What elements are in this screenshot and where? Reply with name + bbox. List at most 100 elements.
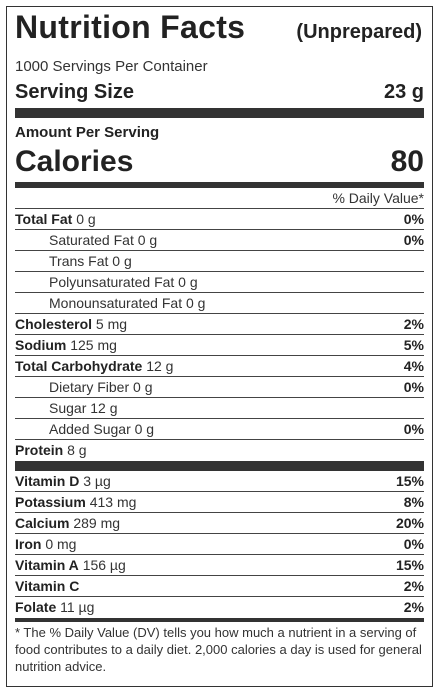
serving-size-row: Serving Size 23 g [15,78,424,106]
daily-value-percent: 15% [395,473,424,489]
nutrient-name: Vitamin C [15,576,79,596]
nutrient-row: Added Sugar 0 g 0% [15,419,424,440]
nutrient-amount: 12 g [146,358,174,374]
nutrient-name: Total Fat 0 g [15,209,96,229]
vitamin-row: Vitamin C 2% [15,576,424,597]
nutrient-amount: 0 mg [45,536,77,552]
vitamin-row: Calcium 289 mg 20% [15,513,424,534]
calories-row: Calories 80 [15,144,424,180]
nutrient-row: Monounsaturated Fat 0 g [15,293,424,314]
vitamin-row: Vitamin D 3 µg 15% [15,471,424,492]
calories-value: 80 [390,145,424,178]
label-title: Nutrition Facts [15,9,246,45]
nutrient-row: Saturated Fat 0 g 0% [15,230,424,251]
nutrient-row: Total Carbohydrate 12 g 4% [15,356,424,377]
nutrient-label: Vitamin C [15,578,80,594]
nutrient-name: Sodium 125 mg [15,335,117,355]
nutrient-label: Sodium [15,337,67,353]
daily-value-header: % Daily Value* [15,188,424,209]
nutrient-label: Total Carbohydrate [15,358,143,374]
nutrient-name: Dietary Fiber 0 g [15,377,152,397]
nutrient-name: Iron 0 mg [15,534,76,554]
daily-value-percent: 15% [395,557,424,573]
nutrient-row: Dietary Fiber 0 g 0% [15,377,424,398]
nutrient-label: Saturated Fat 0 g [49,232,158,248]
nutrient-amount: 156 µg [82,557,126,573]
daily-value-percent: 8% [403,494,424,510]
footnote: * The % Daily Value (DV) tells you how m… [15,618,424,675]
daily-value-percent: 2% [403,316,424,332]
daily-value-percent: 0% [403,536,424,552]
daily-value-percent: 5% [403,337,424,353]
nutrient-label: Polyunsaturated Fat 0 g [49,274,198,290]
nutrient-row: Polyunsaturated Fat 0 g [15,272,424,293]
daily-value-percent: 0% [403,379,424,395]
daily-value-percent: 2% [403,599,424,615]
calories-label: Calories [15,145,134,178]
nutrient-row: Sugar 12 g [15,398,424,419]
nutrient-name: Total Carbohydrate 12 g [15,356,173,376]
thick-divider [15,108,424,118]
nutrient-name: Trans Fat 0 g [15,251,132,271]
nutrient-name: Added Sugar 0 g [15,419,154,439]
nutrient-amount: 11 µg [60,599,95,615]
vitamin-row: Iron 0 mg 0% [15,534,424,555]
daily-value-percent: 2% [403,578,424,594]
nutrient-label: Vitamin D [15,473,80,489]
servings-per-container: 1000 Servings Per Container [15,58,208,75]
nutrient-label: Vitamin A [15,557,79,573]
nutrient-amount: 8 g [67,442,87,458]
nutrient-name: Potassium 413 mg [15,492,136,512]
daily-value-percent: 0% [403,421,424,437]
nutrient-amount: 413 mg [89,494,137,510]
nutrient-label: Dietary Fiber 0 g [49,379,153,395]
daily-value-percent: 4% [403,358,424,374]
nutrient-row: Trans Fat 0 g [15,251,424,272]
nutrient-list: Total Fat 0 g 0% Saturated Fat 0 g 0% Trans … [15,209,424,461]
nutrient-row: Sodium 125 mg 5% [15,335,424,356]
label-subtitle: (Unprepared) [296,21,422,43]
amount-per-serving: Amount Per Serving [15,124,160,141]
nutrient-label: Potassium [15,494,86,510]
nutrient-amount: 289 mg [73,515,121,531]
nutrient-name: Cholesterol 5 mg [15,314,127,334]
medium-divider [15,182,424,188]
nutrient-name: Polyunsaturated Fat 0 g [15,272,198,292]
nutrient-label: Sugar 12 g [49,400,118,416]
nutrient-label: Total Fat [15,211,73,227]
nutrition-facts-label: Nutrition Facts (Unprepared) 1000 Servin… [6,6,433,687]
title-row: Nutrition Facts (Unprepared) [15,7,424,53]
nutrient-row: Total Fat 0 g 0% [15,209,424,230]
nutrient-name: Vitamin A 156 µg [15,555,126,575]
nutrient-amount: 0 g [76,211,96,227]
nutrient-label: Added Sugar 0 g [49,421,155,437]
daily-value-percent: 0% [403,232,424,248]
serving-size-value: 23 g [383,81,424,103]
nutrient-row: Protein 8 g [15,440,424,461]
nutrient-row: Cholesterol 5 mg 2% [15,314,424,335]
nutrient-amount: 125 mg [70,337,117,353]
daily-value-percent: 0% [403,211,424,227]
nutrient-label: Iron [15,536,42,552]
serving-size-label: Serving Size [15,81,134,103]
nutrient-name: Sugar 12 g [15,398,118,418]
nutrient-amount: 3 µg [83,473,111,489]
nutrient-label: Trans Fat 0 g [49,253,132,269]
nutrient-name: Monounsaturated Fat 0 g [15,293,205,313]
nutrient-label: Protein [15,442,64,458]
vitamin-divider [15,461,424,471]
nutrient-label: Folate [15,599,57,615]
nutrient-label: Monounsaturated Fat 0 g [49,295,206,311]
nutrient-label: Calcium [15,515,70,531]
nutrient-name: Vitamin D 3 µg [15,471,111,491]
vitamin-list: Vitamin D 3 µg 15% Potassium 413 mg 8% Calci… [15,471,424,618]
nutrient-name: Calcium 289 mg [15,513,120,533]
nutrient-name: Saturated Fat 0 g [15,230,157,250]
vitamin-row: Vitamin A 156 µg 15% [15,555,424,576]
nutrient-name: Protein 8 g [15,440,87,461]
vitamin-row: Potassium 413 mg 8% [15,492,424,513]
vitamin-row: Folate 11 µg 2% [15,597,424,618]
nutrient-name: Folate 11 µg [15,597,94,618]
daily-value-percent: 20% [395,515,424,531]
nutrient-amount: 5 mg [95,316,128,332]
